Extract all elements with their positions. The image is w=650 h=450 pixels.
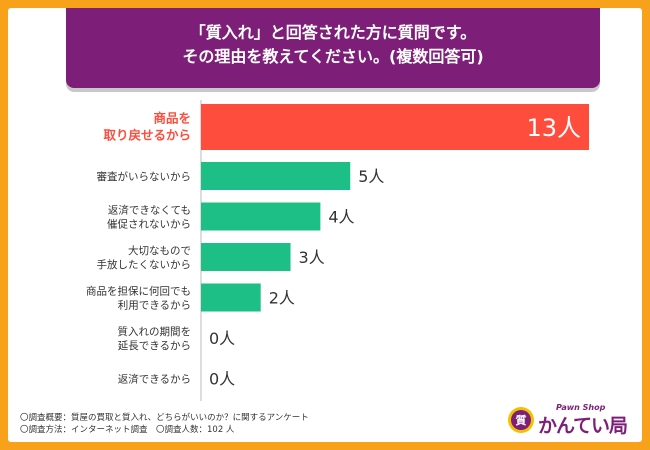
- category-label: 催促されないから: [107, 218, 191, 231]
- title-banner: 「質入れ」と回答された方に質問です。 その理由を教えてください。(複数回答可): [66, 8, 600, 88]
- category-label: 大切なもので: [128, 244, 191, 257]
- card: 「質入れ」と回答された方に質問です。 その理由を教えてください。(複数回答可) …: [8, 8, 642, 442]
- value-label: 5人: [358, 167, 384, 186]
- bar: [201, 104, 589, 150]
- category-label: 質入れの期間を: [118, 325, 192, 338]
- title-line-1: 「質入れ」と回答された方に質問です。: [189, 23, 477, 42]
- title-line-2: その理由を教えてください。(複数回答可): [182, 47, 484, 66]
- survey-notes: 〇調査概要：質屋の買取と質入れ、どちらがいいのか？に関するアンケート 〇調査方法…: [20, 412, 309, 436]
- value-label: 0人: [209, 370, 235, 389]
- bar: [201, 202, 321, 231]
- pawn-mark-icon: 質: [508, 407, 534, 433]
- logo-brand-name: かんてい局: [538, 415, 628, 437]
- brand-logo: Pawn Shop 質 かんてい局: [508, 403, 638, 439]
- value-label: 2人: [269, 289, 295, 308]
- bar: [201, 162, 351, 190]
- value-label: 4人: [328, 208, 354, 227]
- category-label: 商品を担保に何回でも: [86, 285, 191, 298]
- bar: [201, 283, 261, 312]
- logo-mark-text: 質: [511, 410, 531, 430]
- value-label: 0人: [209, 329, 235, 348]
- bar: [201, 243, 291, 271]
- value-label: 13人: [526, 114, 581, 142]
- category-label: 返済できるから: [118, 373, 191, 386]
- category-label: 返済できなくても: [108, 204, 191, 217]
- logo-subtitle: Pawn Shop: [556, 403, 606, 412]
- category-label: 商品を: [153, 111, 191, 126]
- value-label: 3人: [299, 248, 325, 267]
- survey-note-2: 〇調査方法：インターネット調査 〇調査人数：102 人: [20, 425, 235, 435]
- category-label: 手放したくないから: [97, 258, 192, 271]
- category-label: 取り戻せるから: [103, 128, 191, 143]
- category-label: 審査がいらないから: [97, 170, 192, 183]
- category-label: 延長できるから: [118, 340, 191, 352]
- category-label: 利用できるから: [118, 300, 191, 312]
- survey-note-1: 〇調査概要：質屋の買取と質入れ、どちらがいいのか？に関するアンケート: [20, 413, 309, 423]
